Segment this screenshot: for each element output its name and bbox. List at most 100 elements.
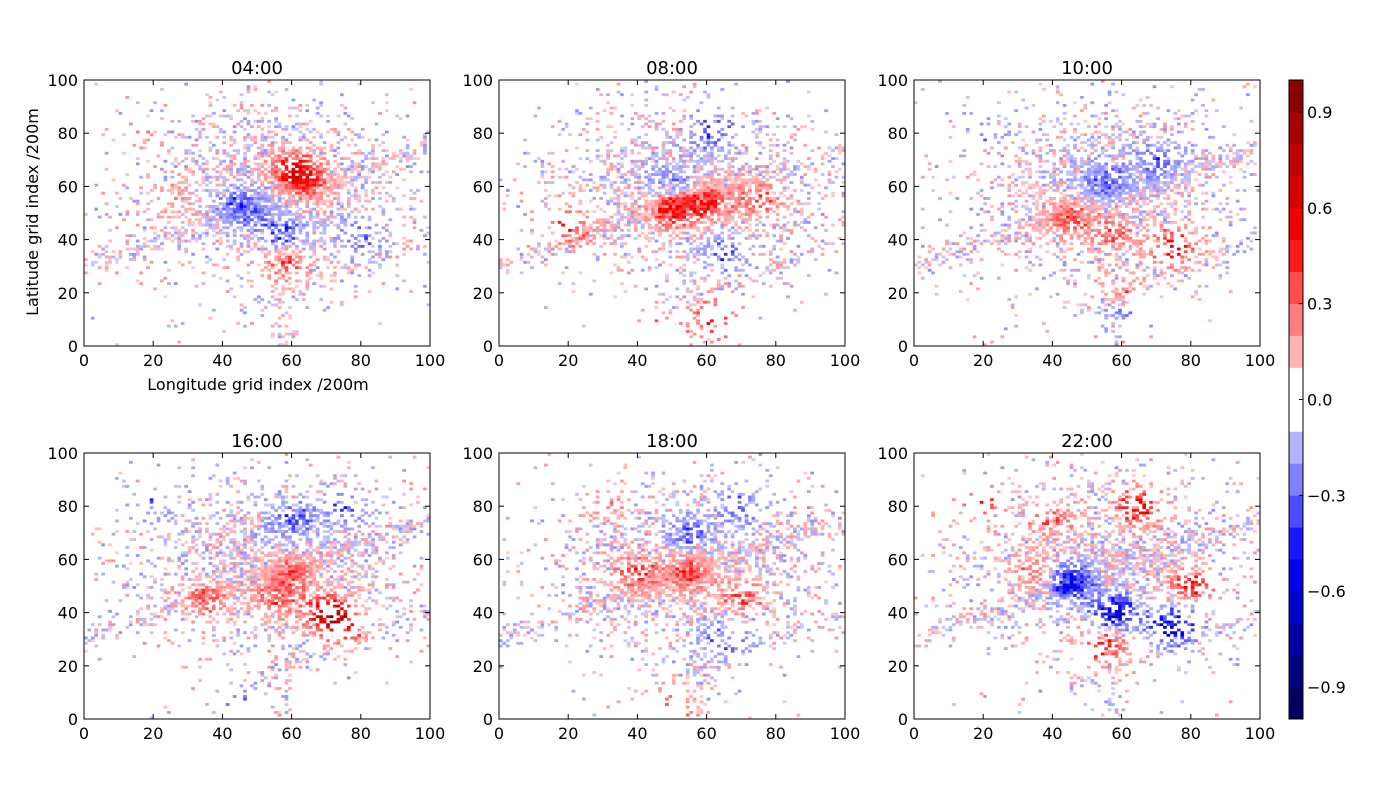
heatmap-cell [1038,210,1043,214]
heatmap-cell [616,167,621,171]
heatmap-cell [257,119,261,123]
heatmap-cell [616,82,621,86]
heatmap-cell [1003,252,1008,256]
heatmap-cell [758,215,763,219]
heatmap-cell [160,210,164,214]
heatmap-cell [1062,210,1067,214]
heatmap-cell [654,215,659,219]
heatmap-cell [678,231,683,235]
heatmap-cell [969,282,974,286]
heatmap-cell [187,260,192,264]
heatmap-cell [225,189,230,192]
heatmap-cell [516,247,520,251]
heatmap-cell [689,135,693,139]
heatmap-cell [346,157,351,160]
heatmap-cell [744,194,749,198]
heatmap-cell [1010,194,1015,198]
heatmap-cell [173,159,178,163]
heatmap-cell [786,197,790,200]
heatmap-cell [1076,194,1081,198]
heatmap-cell [163,231,168,235]
heatmap-cell [526,252,531,256]
heatmap-cell [775,263,780,267]
heatmap-cell [1017,194,1022,198]
heatmap-cell [661,178,666,182]
heatmap-cell [298,260,303,264]
heatmap-cell [537,250,541,254]
heatmap-cell [277,159,282,163]
heatmap-cell [236,167,240,171]
heatmap-cell [806,202,811,206]
heatmap-cell [948,266,953,270]
heatmap-cell [716,146,721,150]
heatmap-cell [644,234,648,238]
heatmap-cell [149,133,154,137]
heatmap-cell [834,170,839,174]
heatmap-cell [229,154,233,158]
heatmap-cell [160,143,164,147]
heatmap-cell [523,260,527,264]
heatmap-cell [308,146,313,150]
heatmap-cell [208,215,213,219]
heatmap-cell [741,255,745,259]
heatmap-cell [644,287,648,291]
heatmap-cell [965,236,970,240]
heatmap-cell [1076,268,1081,272]
heatmap-cell [633,138,638,142]
heatmap-cell [322,183,327,187]
heatmap-cell [1062,223,1067,227]
heatmap-cell [1059,218,1063,222]
heatmap-cell [305,236,310,240]
heatmap-cell [135,157,140,160]
heatmap-cell [768,170,773,174]
heatmap-cell [236,255,240,259]
heatmap-cell [568,242,572,246]
heatmap-cell [364,226,368,230]
heatmap-cell [260,228,265,232]
heatmap-cell [364,189,368,192]
heatmap-cell [1045,215,1050,219]
heatmap-cell [281,335,285,339]
heatmap-cell [374,122,379,126]
heatmap-cell [665,228,669,232]
heatmap-cell [820,239,825,243]
heatmap-cell [381,159,386,163]
heatmap-cell [191,159,195,163]
heatmap-cell [301,239,306,243]
heatmap-cell [180,226,185,230]
heatmap-cell [1080,141,1084,145]
heatmap-cell [1069,274,1074,278]
heatmap-cell [678,223,683,227]
heatmap-cell [637,165,642,168]
heatmap-cell [1059,159,1063,163]
heatmap-cell [616,202,621,206]
heatmap-cell [668,226,673,230]
heatmap-cell [706,181,711,184]
heatmap-cell [319,146,323,150]
heatmap-cell [298,215,303,219]
heatmap-cell [163,170,168,174]
heatmap-cell [834,133,839,137]
heatmap-cell [627,234,631,238]
heatmap-cell [232,239,237,243]
heatmap-cell [239,101,244,105]
heatmap-cell [800,252,804,256]
heatmap-cell [775,151,780,155]
heatmap-cell [346,165,351,168]
heatmap-cell [658,173,662,176]
heatmap-cell [665,220,669,224]
heatmap-cell [139,244,144,248]
heatmap-cell [281,231,285,235]
heatmap-cell [274,106,278,110]
heatmap-cell [782,258,787,262]
heatmap-cell [661,157,666,160]
heatmap-cell [793,167,797,171]
heatmap-cell [388,255,393,259]
heatmap-cell [1083,194,1088,198]
heatmap-cell [744,114,749,118]
heatmap-cell [647,213,652,216]
heatmap-cell [969,250,974,254]
heatmap-cell [723,335,728,339]
heatmap-cell [336,197,341,200]
heatmap-cell [274,167,278,171]
